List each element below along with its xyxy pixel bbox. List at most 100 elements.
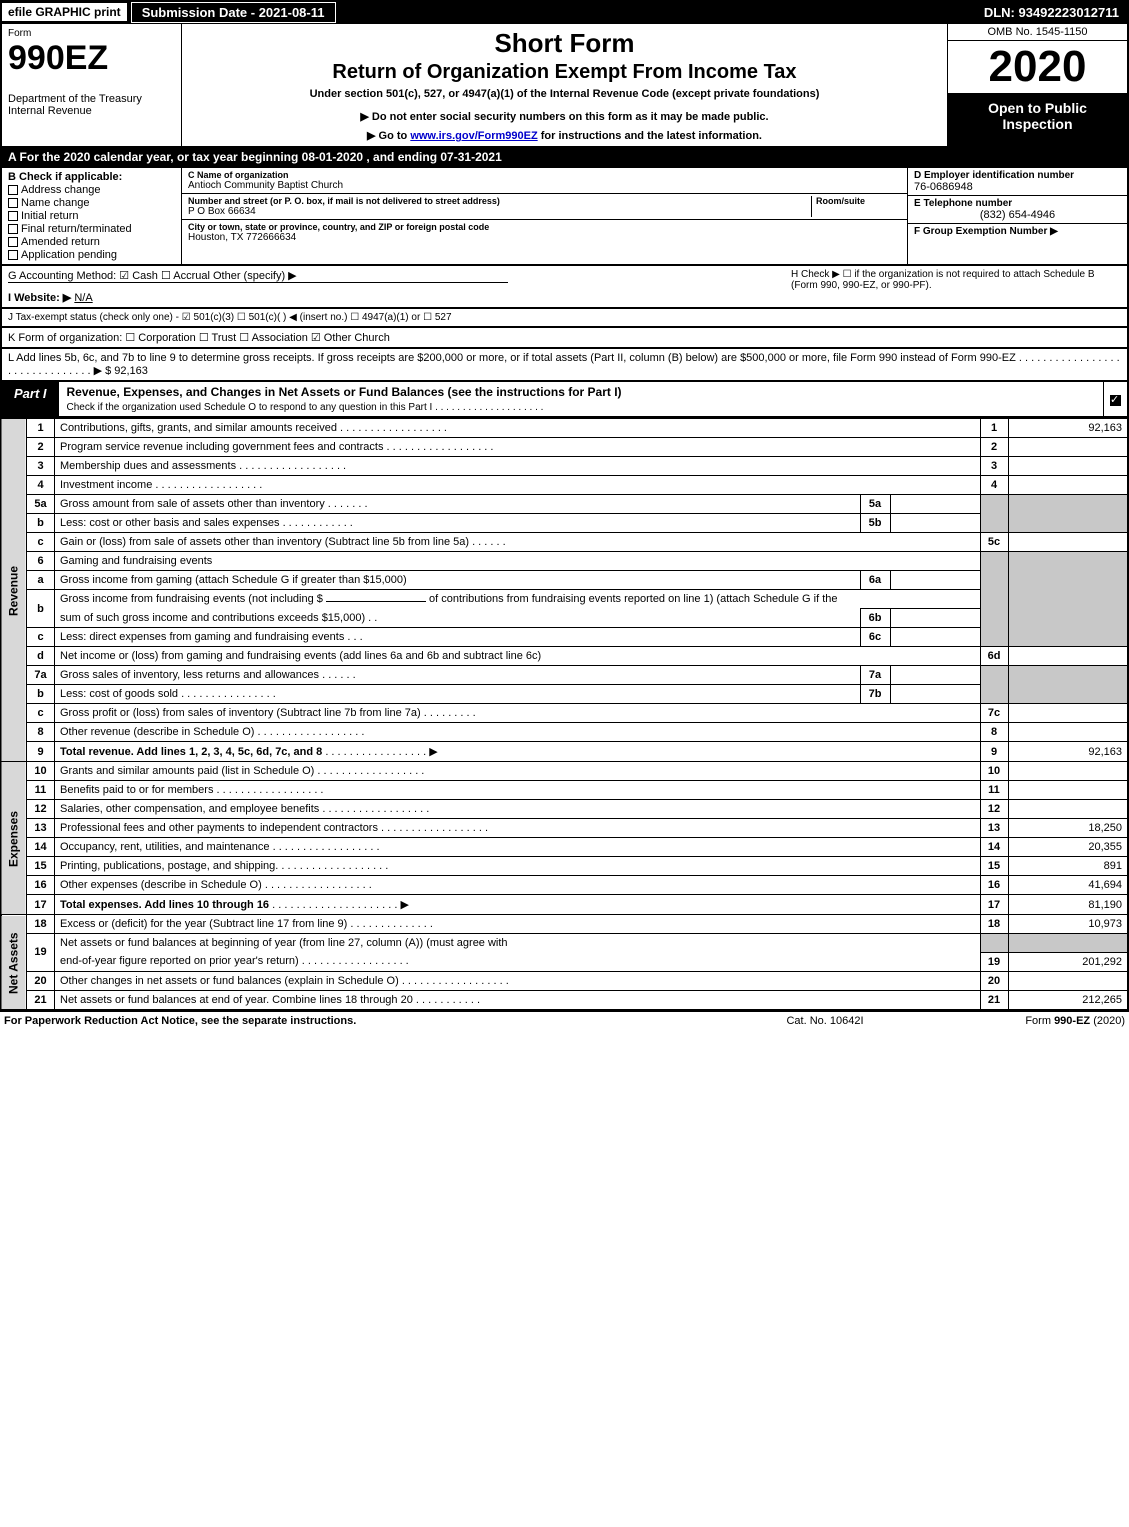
top-bar: efile GRAPHIC print Submission Date - 20…: [0, 0, 1129, 24]
amt-15: 891: [1008, 857, 1128, 876]
phone-label: E Telephone number: [914, 198, 1121, 209]
part-1-tag: Part I: [2, 382, 59, 416]
desc-16: Other expenses (describe in Schedule O): [60, 879, 262, 891]
chk-final-return[interactable]: Final return/terminated: [8, 223, 175, 235]
desc-15: Printing, publications, postage, and shi…: [60, 860, 278, 872]
line-g: G Accounting Method: ☑ Cash ☐ Accrual Ot…: [8, 269, 508, 283]
street-value: P O Box 66634: [188, 206, 811, 217]
chk-address-change[interactable]: Address change: [8, 184, 175, 196]
group-exemption-label: F Group Exemption Number ▶: [914, 226, 1121, 237]
amt-13: 18,250: [1008, 819, 1128, 838]
amt-21: 212,265: [1008, 990, 1128, 1010]
chk-name-change[interactable]: Name change: [8, 197, 175, 209]
footer-catno: Cat. No. 10642I: [725, 1015, 925, 1027]
desc-7c: Gross profit or (loss) from sales of inv…: [60, 707, 421, 719]
open-to-public: Open to Public Inspection: [948, 94, 1127, 146]
desc-4: Investment income: [60, 479, 152, 491]
desc-6c: Less: direct expenses from gaming and fu…: [60, 631, 344, 643]
chk-amended-return[interactable]: Amended return: [8, 236, 175, 248]
part-1-title: Revenue, Expenses, and Changes in Net As…: [59, 382, 1103, 416]
line-l-text: L Add lines 5b, 6c, and 7b to line 9 to …: [8, 352, 1120, 377]
amt-17: 81,190: [1008, 895, 1128, 915]
amt-9: 92,163: [1008, 742, 1128, 762]
desc-14: Occupancy, rent, utilities, and maintena…: [60, 841, 270, 853]
desc-17: Total expenses. Add lines 10 through 16: [60, 899, 269, 911]
efile-label: efile GRAPHIC print: [2, 3, 127, 21]
desc-7b: Less: cost of goods sold: [60, 688, 178, 700]
website-value: N/A: [74, 292, 92, 304]
ln-1: 1: [27, 419, 55, 438]
desc-5a: Gross amount from sale of assets other t…: [60, 498, 325, 510]
chk-application-pending[interactable]: Application pending: [8, 249, 175, 261]
form-header: Form 990EZ Department of the Treasury In…: [0, 24, 1129, 148]
room-label: Room/suite: [816, 196, 901, 206]
amt-16: 41,694: [1008, 876, 1128, 895]
irs-link[interactable]: www.irs.gov/Form990EZ: [410, 130, 537, 142]
desc-6a: Gross income from gaming (attach Schedul…: [55, 571, 861, 590]
subtitle-section: Under section 501(c), 527, or 4947(a)(1)…: [190, 88, 939, 100]
dept-label: Department of the Treasury: [8, 93, 175, 105]
desc-18: Excess or (deficit) for the year (Subtra…: [60, 918, 347, 930]
line-j: J Tax-exempt status (check only one) - ☑…: [0, 309, 1129, 328]
city-label: City or town, state or province, country…: [188, 222, 901, 232]
form-table: Revenue 1 Contributions, gifts, grants, …: [0, 418, 1129, 1011]
title-short-form: Short Form: [190, 28, 939, 59]
part-1-check-text: Check if the organization used Schedule …: [67, 402, 544, 413]
desc-19a: Net assets or fund balances at beginning…: [55, 934, 981, 953]
desc-7a: Gross sales of inventory, less returns a…: [60, 669, 319, 681]
form-number: 990EZ: [8, 41, 175, 75]
amt-10: [1008, 762, 1128, 781]
amt-8: [1008, 723, 1128, 742]
org-name: Antioch Community Baptist Church: [188, 180, 901, 191]
tax-period: A For the 2020 calendar year, or tax yea…: [0, 148, 1129, 168]
irs-label: Internal Revenue: [8, 105, 175, 117]
amt-20: [1008, 971, 1128, 990]
amt-2: [1008, 438, 1128, 457]
header-left: Form 990EZ Department of the Treasury In…: [2, 24, 182, 146]
chk-initial-return[interactable]: Initial return: [8, 210, 175, 222]
line-i-label: I Website: ▶: [8, 292, 71, 304]
amt-5c: [1008, 533, 1128, 552]
amt-4: [1008, 476, 1128, 495]
line-l: L Add lines 5b, 6c, and 7b to line 9 to …: [0, 349, 1129, 382]
desc-6b-1: Gross income from fundraising events (no…: [60, 593, 323, 605]
desc-6b-2: of contributions from fundraising events…: [429, 593, 837, 605]
amt-7c: [1008, 704, 1128, 723]
desc-20: Other changes in net assets or fund bala…: [60, 975, 399, 987]
desc-19b: end-of-year figure reported on prior yea…: [60, 955, 299, 967]
amt-1: 92,163: [1008, 419, 1128, 438]
desc-9: Total revenue. Add lines 1, 2, 3, 4, 5c,…: [60, 746, 322, 758]
form-word: Form: [8, 28, 175, 39]
city-value: Houston, TX 772666634: [188, 232, 901, 243]
header-center: Short Form Return of Organization Exempt…: [182, 24, 947, 146]
amt-11: [1008, 781, 1128, 800]
desc-5b: Less: cost or other basis and sales expe…: [60, 517, 280, 529]
amt-12: [1008, 800, 1128, 819]
amt-3: [1008, 457, 1128, 476]
goto-post: for instructions and the latest informat…: [538, 130, 762, 142]
amt-18: 10,973: [1008, 915, 1128, 934]
part-1-header: Part I Revenue, Expenses, and Changes in…: [0, 382, 1129, 418]
subtitle-ssn-warning: ▶ Do not enter social security numbers o…: [190, 110, 939, 123]
ein-value: 76-0686948: [914, 181, 1121, 193]
header-right: OMB No. 1545-1150 2020 Open to Public In…: [947, 24, 1127, 146]
title-return: Return of Organization Exempt From Incom…: [190, 61, 939, 84]
dln-label: DLN: 93492223012711: [984, 5, 1127, 20]
entity-block: B Check if applicable: Address change Na…: [0, 168, 1129, 266]
line-h: H Check ▶ ☐ if the organization is not r…: [791, 269, 1121, 304]
amt-14: 20,355: [1008, 838, 1128, 857]
desc-12: Salaries, other compensation, and employ…: [60, 803, 319, 815]
tax-year: 2020: [948, 41, 1127, 94]
box-b-label: B Check if applicable:: [8, 171, 175, 183]
street-label: Number and street (or P. O. box, if mail…: [188, 196, 811, 206]
phone-value: (832) 654-4946: [914, 209, 1121, 221]
footer-paperwork: For Paperwork Reduction Act Notice, see …: [4, 1015, 725, 1027]
desc-21: Net assets or fund balances at end of ye…: [60, 994, 413, 1006]
desc-10: Grants and similar amounts paid (list in…: [60, 765, 314, 777]
amt-19: 201,292: [1008, 952, 1128, 971]
desc-3: Membership dues and assessments: [60, 460, 236, 472]
desc-13: Professional fees and other payments to …: [60, 822, 378, 834]
part-1-checkbox[interactable]: [1103, 382, 1127, 416]
desc-6: Gaming and fundraising events: [55, 552, 981, 571]
box-c: C Name of organization Antioch Community…: [182, 168, 907, 264]
